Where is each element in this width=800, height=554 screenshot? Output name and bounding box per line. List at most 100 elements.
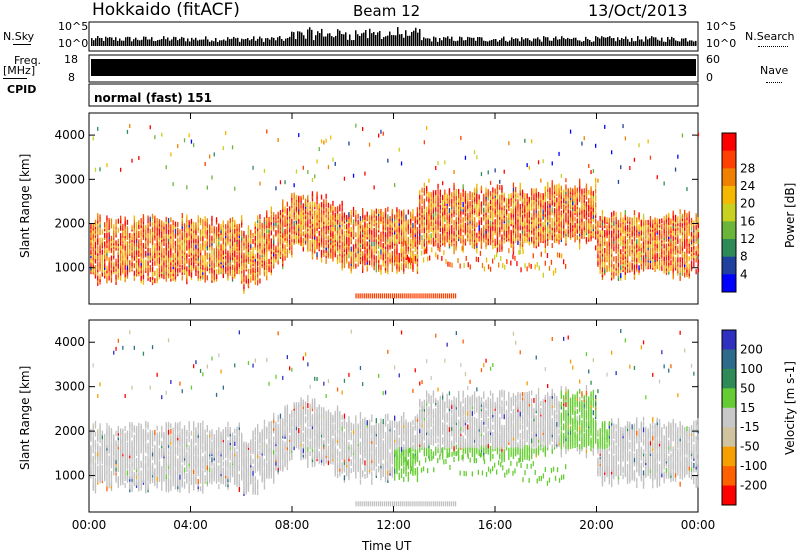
power-cell — [617, 270, 620, 276]
power-cell — [508, 221, 510, 227]
power-cell — [352, 206, 355, 212]
power-cell — [366, 211, 368, 217]
power-cell — [177, 144, 179, 149]
power-cell — [471, 229, 473, 235]
power-cell — [419, 222, 421, 228]
power-cell — [597, 244, 599, 250]
power-cell — [213, 274, 215, 280]
power-cell — [99, 263, 101, 269]
power-cell — [234, 232, 236, 238]
power-cell — [177, 267, 179, 273]
power-cell — [149, 216, 151, 222]
power-cell — [259, 254, 261, 260]
power-cell — [501, 234, 503, 240]
nsky-mark — [299, 31, 301, 46]
power-cell — [181, 226, 183, 232]
power-cell — [469, 224, 471, 230]
nave-label: Nave — [760, 64, 789, 77]
power-cell — [458, 219, 460, 224]
power-cell — [97, 245, 99, 251]
power-cell — [311, 178, 314, 182]
power-cell — [519, 204, 521, 209]
power-cell — [286, 201, 288, 207]
power-cell — [186, 271, 188, 277]
power-cell — [113, 224, 115, 230]
power-cell — [129, 265, 131, 271]
power-cell — [250, 243, 252, 249]
power-cell — [190, 218, 193, 224]
power-cell — [275, 230, 277, 235]
power-cell — [273, 218, 275, 224]
nsky-mark — [527, 38, 529, 46]
power-cell — [293, 220, 295, 226]
power-cell — [373, 210, 375, 216]
power-cell — [316, 199, 318, 205]
power-cell — [359, 219, 362, 225]
nsky-mark — [481, 37, 483, 46]
freq-unit-label: [MHz] — [3, 64, 36, 77]
power-cell — [327, 243, 330, 249]
power-cell — [266, 129, 268, 134]
power-cell — [426, 233, 428, 238]
power-cell — [519, 206, 521, 212]
power-cell — [334, 225, 336, 231]
power-cell — [464, 222, 467, 228]
nsky-mark — [263, 41, 265, 46]
power-cell — [151, 237, 154, 243]
nsky-mark — [255, 40, 257, 46]
power-cell — [519, 188, 521, 194]
power-cell — [209, 224, 211, 230]
power-cell — [117, 268, 119, 274]
power-cell — [266, 265, 268, 270]
power-cell — [122, 260, 124, 266]
power-cell — [115, 264, 117, 270]
power-cell — [560, 191, 562, 197]
power-cell — [366, 266, 368, 272]
power-cell — [252, 238, 254, 244]
nsky-mark — [225, 40, 227, 46]
power-cell — [569, 223, 572, 229]
power-cell — [325, 218, 327, 224]
nsky-mark — [341, 34, 343, 46]
power-cell — [378, 255, 380, 261]
power-cell — [209, 268, 211, 274]
power-cell — [501, 224, 503, 230]
power-cell — [512, 187, 515, 192]
power-cell — [515, 200, 517, 206]
power-cell — [241, 253, 243, 259]
power-cell — [416, 226, 419, 232]
power-cell — [437, 204, 439, 210]
power-cell — [599, 229, 601, 235]
power-cell — [544, 243, 546, 249]
power-cell — [151, 253, 154, 259]
power-cell — [339, 213, 341, 219]
power-cell — [423, 220, 425, 225]
power-cell — [624, 246, 626, 252]
power-cell — [426, 185, 428, 191]
power-cell — [142, 219, 145, 225]
power-cell — [501, 185, 503, 191]
power-cell — [307, 170, 309, 175]
power-cell — [245, 275, 247, 281]
power-cell — [289, 239, 291, 245]
power-cell — [352, 244, 355, 250]
power-cell — [608, 253, 610, 258]
power-cell — [487, 214, 489, 220]
power-cell — [531, 236, 533, 242]
power-cell — [190, 243, 193, 249]
power-cell — [99, 224, 101, 230]
power-cell — [231, 240, 234, 246]
power-cell — [304, 208, 307, 214]
power-cell — [382, 131, 384, 136]
nsky-mark — [329, 33, 331, 46]
power-cell — [476, 248, 478, 254]
power-cell — [448, 208, 451, 213]
nsky-mark — [177, 40, 179, 46]
nsky-mark — [285, 38, 287, 46]
power-cell — [257, 223, 259, 229]
power-cell — [540, 198, 542, 204]
power-cell — [624, 136, 626, 141]
power-cell — [556, 188, 558, 194]
power-cell — [453, 233, 455, 239]
power-cell — [284, 255, 286, 261]
